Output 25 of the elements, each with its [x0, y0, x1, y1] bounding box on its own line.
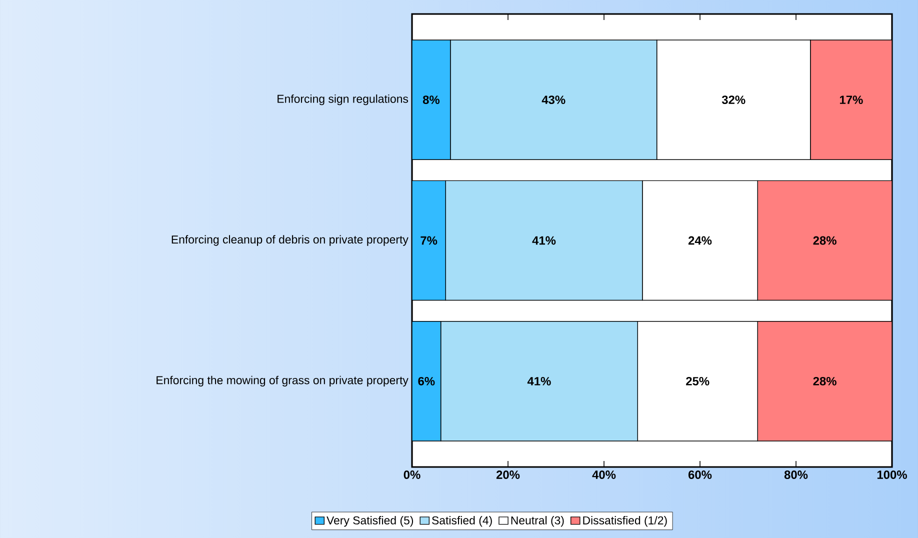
y-tick-label: Enforcing cleanup of debris on private property [172, 235, 408, 246]
data-label: 43% [542, 96, 566, 104]
data-label: 28% [813, 236, 836, 245]
y-tick-label: Enforcing sign regulations [278, 94, 408, 106]
legend-label: Very Satisfied (5) [326, 516, 414, 527]
data-label: 6% [418, 376, 435, 386]
data-label: 28% [813, 376, 836, 386]
data-label: 24% [688, 236, 712, 245]
data-label: 17% [840, 96, 863, 104]
x-tick-label: 0% [404, 470, 420, 479]
y-tick-label: Enforcing the mowing of grass on private property [156, 376, 408, 387]
data-label: 7% [420, 236, 438, 245]
legend-label: Dissatisfied (1/2) [583, 516, 667, 527]
x-tick-label: 60% [688, 470, 712, 479]
data-label: 41% [527, 376, 551, 386]
data-label: 8% [422, 96, 440, 104]
x-tick-label: 20% [496, 470, 520, 479]
x-tick-label: 80% [784, 470, 808, 479]
data-label: 32% [722, 96, 746, 104]
data-label: 25% [686, 376, 710, 386]
x-tick-label: 40% [592, 470, 616, 479]
legend-label: Satisfied (4) [432, 516, 492, 527]
legend-label: Neutral (3) [511, 516, 564, 527]
data-label: 41% [532, 236, 556, 245]
x-tick-label: 100% [877, 470, 907, 479]
